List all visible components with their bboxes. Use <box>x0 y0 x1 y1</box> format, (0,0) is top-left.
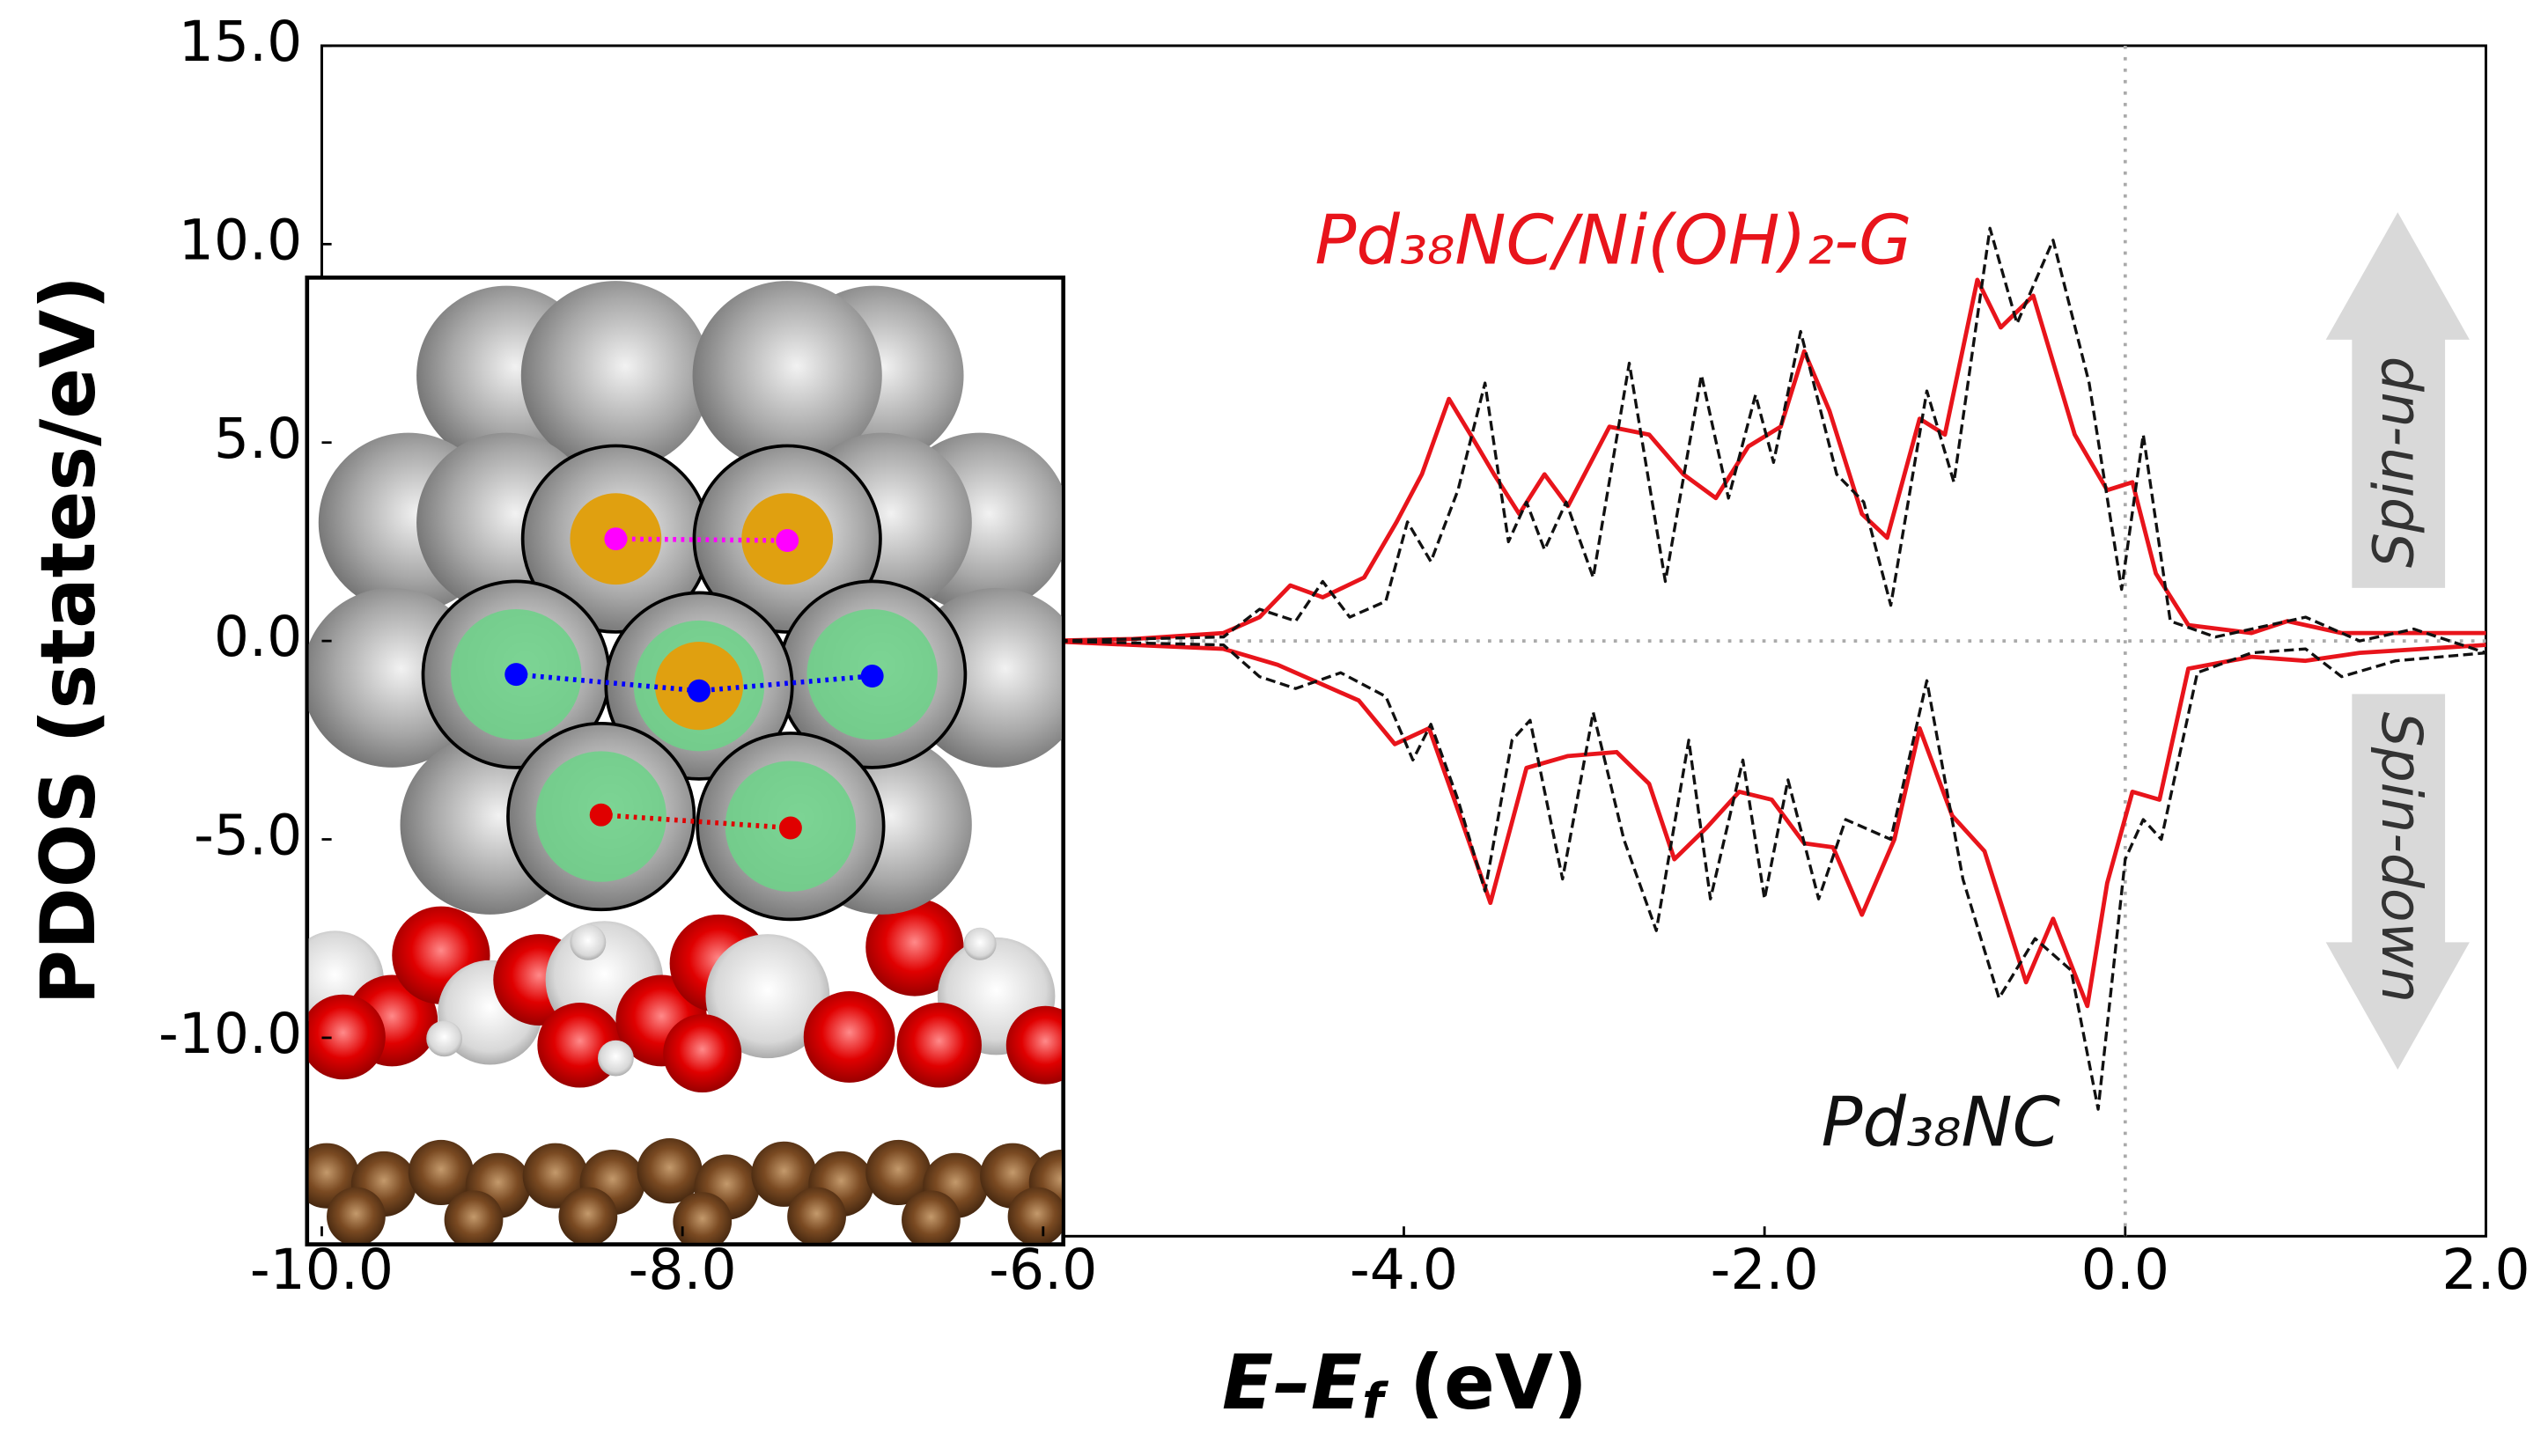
arrow-shape <box>2325 694 2470 1070</box>
axis-ticks: -10.0 -8.0 -6.0 -4.0 -2.0 0.0 2.0 -10.0 -5.0 0.0 5… <box>158 9 2530 1302</box>
x-tick-label: -10.0 <box>250 1237 394 1302</box>
x-tick-label: -2.0 <box>1711 1237 1819 1302</box>
x-tick-label: 2.0 <box>2441 1237 2530 1302</box>
spin-up-label: Spin-up <box>2360 357 2426 568</box>
arrow-shape <box>2325 212 2470 588</box>
y-tick-label: 0.0 <box>214 604 302 669</box>
y-tick-label: -10.0 <box>158 1001 302 1066</box>
y-axis-label: PDOS (states/eV) <box>26 276 113 1005</box>
x-label-var: E–E <box>1222 1340 1362 1427</box>
spin-up-arrow <box>2325 212 2470 588</box>
reference-lines <box>321 45 2486 1237</box>
curves <box>1042 226 2486 1111</box>
series-line <box>1042 639 2486 1111</box>
x-tick-label: -6.0 <box>989 1237 1097 1302</box>
series-line <box>1042 226 2486 655</box>
x-axis-label: E–Ef (eV) <box>1222 1340 1587 1430</box>
x-tick-label: -8.0 <box>629 1237 737 1302</box>
y-tick-label: -5.0 <box>194 803 302 868</box>
series-line <box>1042 277 2486 643</box>
inset-structure <box>305 276 1066 1246</box>
y-tick-label: 5.0 <box>214 406 302 471</box>
series-label: Pd₃₈NC <box>1821 1083 2060 1162</box>
x-tick-label: 0.0 <box>2081 1237 2169 1302</box>
spin-down-label: Spin-down <box>2369 712 2434 1003</box>
series-label: Pd₃₈NC/Ni(OH)₂-G <box>1315 202 1911 281</box>
x-tick-label: -4.0 <box>1350 1237 1458 1302</box>
spin-down-arrow <box>2325 694 2470 1070</box>
x-label-unit: (eV) <box>1383 1340 1587 1427</box>
y-tick-label: 10.0 <box>179 207 302 272</box>
y-tick-label: 15.0 <box>179 9 302 74</box>
